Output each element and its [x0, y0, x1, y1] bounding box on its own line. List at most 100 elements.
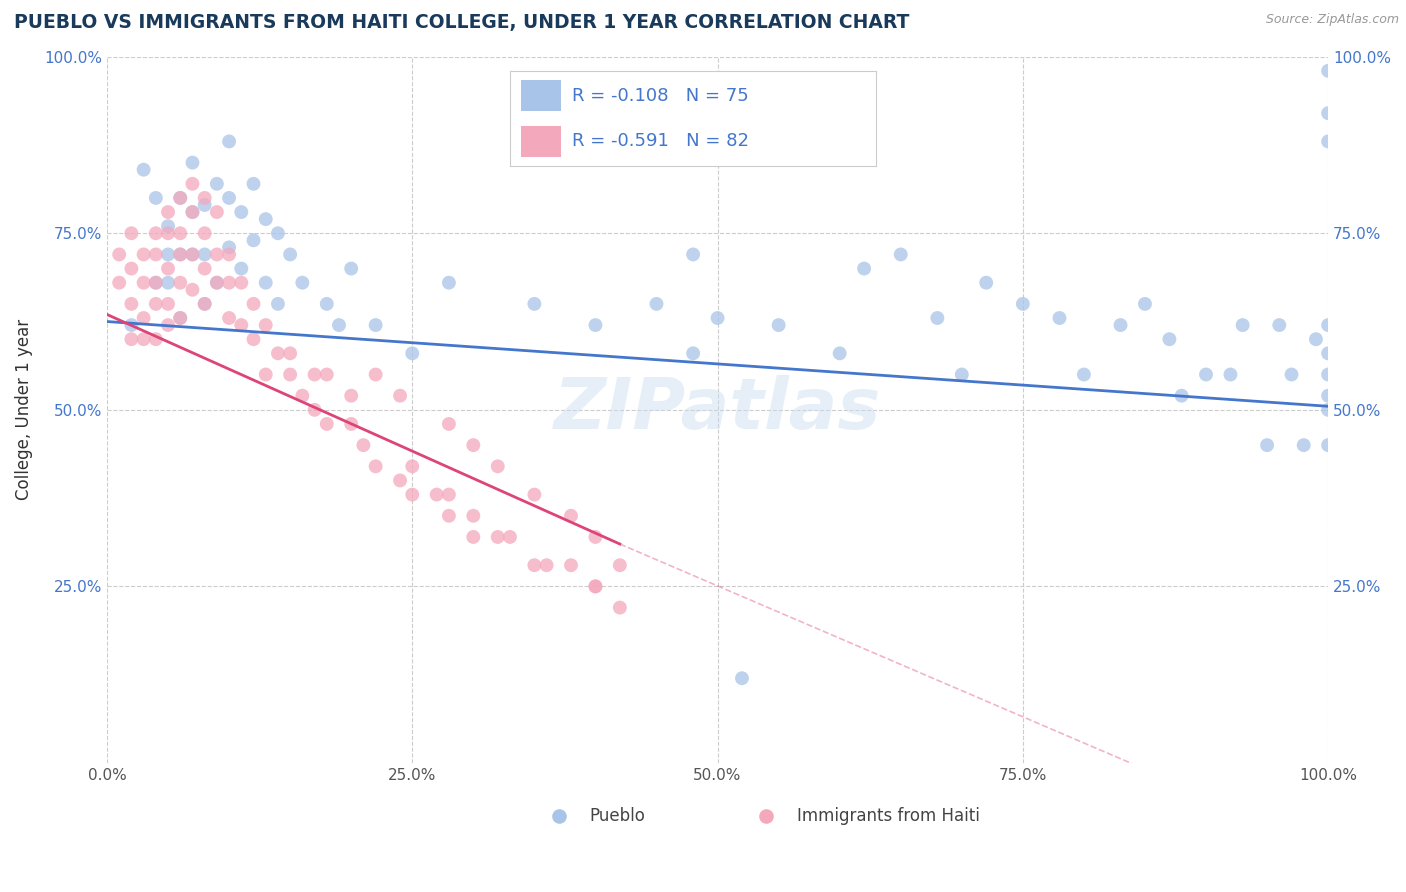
- Point: [401, 459, 423, 474]
- Point: [120, 318, 142, 332]
- Point: [194, 247, 217, 261]
- Text: PUEBLO VS IMMIGRANTS FROM HAITI COLLEGE, UNDER 1 YEAR CORRELATION CHART: PUEBLO VS IMMIGRANTS FROM HAITI COLLEGE,…: [14, 13, 910, 32]
- Point: [682, 346, 704, 360]
- Point: [205, 177, 228, 191]
- Point: [231, 318, 253, 332]
- Y-axis label: College, Under 1 year: College, Under 1 year: [15, 319, 32, 500]
- Point: [157, 226, 180, 240]
- Point: [1292, 438, 1315, 452]
- Point: [218, 311, 240, 326]
- Point: [169, 276, 191, 290]
- Point: [157, 297, 180, 311]
- Point: [145, 191, 167, 205]
- Point: [157, 247, 180, 261]
- Point: [609, 558, 631, 573]
- Point: [583, 579, 606, 593]
- Point: [340, 389, 363, 403]
- Point: [218, 191, 240, 205]
- Point: [304, 402, 326, 417]
- Point: [1049, 311, 1071, 326]
- Point: [157, 219, 180, 234]
- Point: [1219, 368, 1241, 382]
- Point: [1317, 438, 1340, 452]
- Point: [1317, 346, 1340, 360]
- Point: [254, 212, 277, 227]
- Point: [1133, 297, 1156, 311]
- Point: [1195, 368, 1218, 382]
- Point: [389, 389, 412, 403]
- Point: [340, 417, 363, 431]
- Point: [120, 332, 142, 346]
- Point: [194, 297, 217, 311]
- Point: [157, 276, 180, 290]
- Point: [523, 558, 546, 573]
- Point: [169, 226, 191, 240]
- Point: [181, 283, 204, 297]
- Point: [486, 459, 509, 474]
- Point: [950, 368, 973, 382]
- Point: [181, 247, 204, 261]
- Point: [120, 297, 142, 311]
- Point: [145, 276, 167, 290]
- Point: [194, 198, 217, 212]
- Point: [328, 318, 350, 332]
- Point: [132, 332, 155, 346]
- Point: [205, 276, 228, 290]
- Point: [242, 233, 264, 247]
- Point: [169, 191, 191, 205]
- Point: [560, 508, 582, 523]
- Point: [731, 671, 754, 685]
- Point: [181, 205, 204, 219]
- Point: [401, 487, 423, 501]
- Point: [120, 226, 142, 240]
- Point: [157, 318, 180, 332]
- Point: [278, 368, 301, 382]
- Point: [315, 368, 337, 382]
- Text: Immigrants from Haiti: Immigrants from Haiti: [797, 807, 980, 825]
- Point: [291, 389, 314, 403]
- Point: [205, 205, 228, 219]
- Point: [1073, 368, 1095, 382]
- Point: [254, 368, 277, 382]
- Point: [364, 368, 387, 382]
- Point: [890, 247, 912, 261]
- Point: [682, 247, 704, 261]
- Point: [1109, 318, 1132, 332]
- Point: [242, 297, 264, 311]
- Text: ZIPatlas: ZIPatlas: [554, 376, 882, 444]
- Point: [194, 191, 217, 205]
- Point: [437, 417, 460, 431]
- Point: [523, 297, 546, 311]
- Point: [132, 162, 155, 177]
- Point: [352, 438, 374, 452]
- Point: [1256, 438, 1278, 452]
- Point: [169, 191, 191, 205]
- Point: [181, 177, 204, 191]
- Point: [181, 247, 204, 261]
- Point: [583, 579, 606, 593]
- Point: [974, 276, 997, 290]
- Point: [132, 276, 155, 290]
- Point: [437, 508, 460, 523]
- Point: [583, 530, 606, 544]
- Point: [145, 297, 167, 311]
- Point: [267, 226, 290, 240]
- Point: [218, 240, 240, 254]
- Point: [254, 318, 277, 332]
- Text: Pueblo: Pueblo: [589, 807, 645, 825]
- Point: [194, 261, 217, 276]
- Point: [315, 297, 337, 311]
- Point: [157, 261, 180, 276]
- Point: [267, 346, 290, 360]
- Point: [853, 261, 876, 276]
- Point: [927, 311, 949, 326]
- Point: [755, 809, 778, 823]
- Point: [1305, 332, 1327, 346]
- Point: [426, 487, 449, 501]
- Point: [304, 368, 326, 382]
- Point: [1170, 389, 1192, 403]
- Point: [401, 346, 423, 360]
- Point: [242, 332, 264, 346]
- Point: [340, 261, 363, 276]
- Point: [645, 297, 668, 311]
